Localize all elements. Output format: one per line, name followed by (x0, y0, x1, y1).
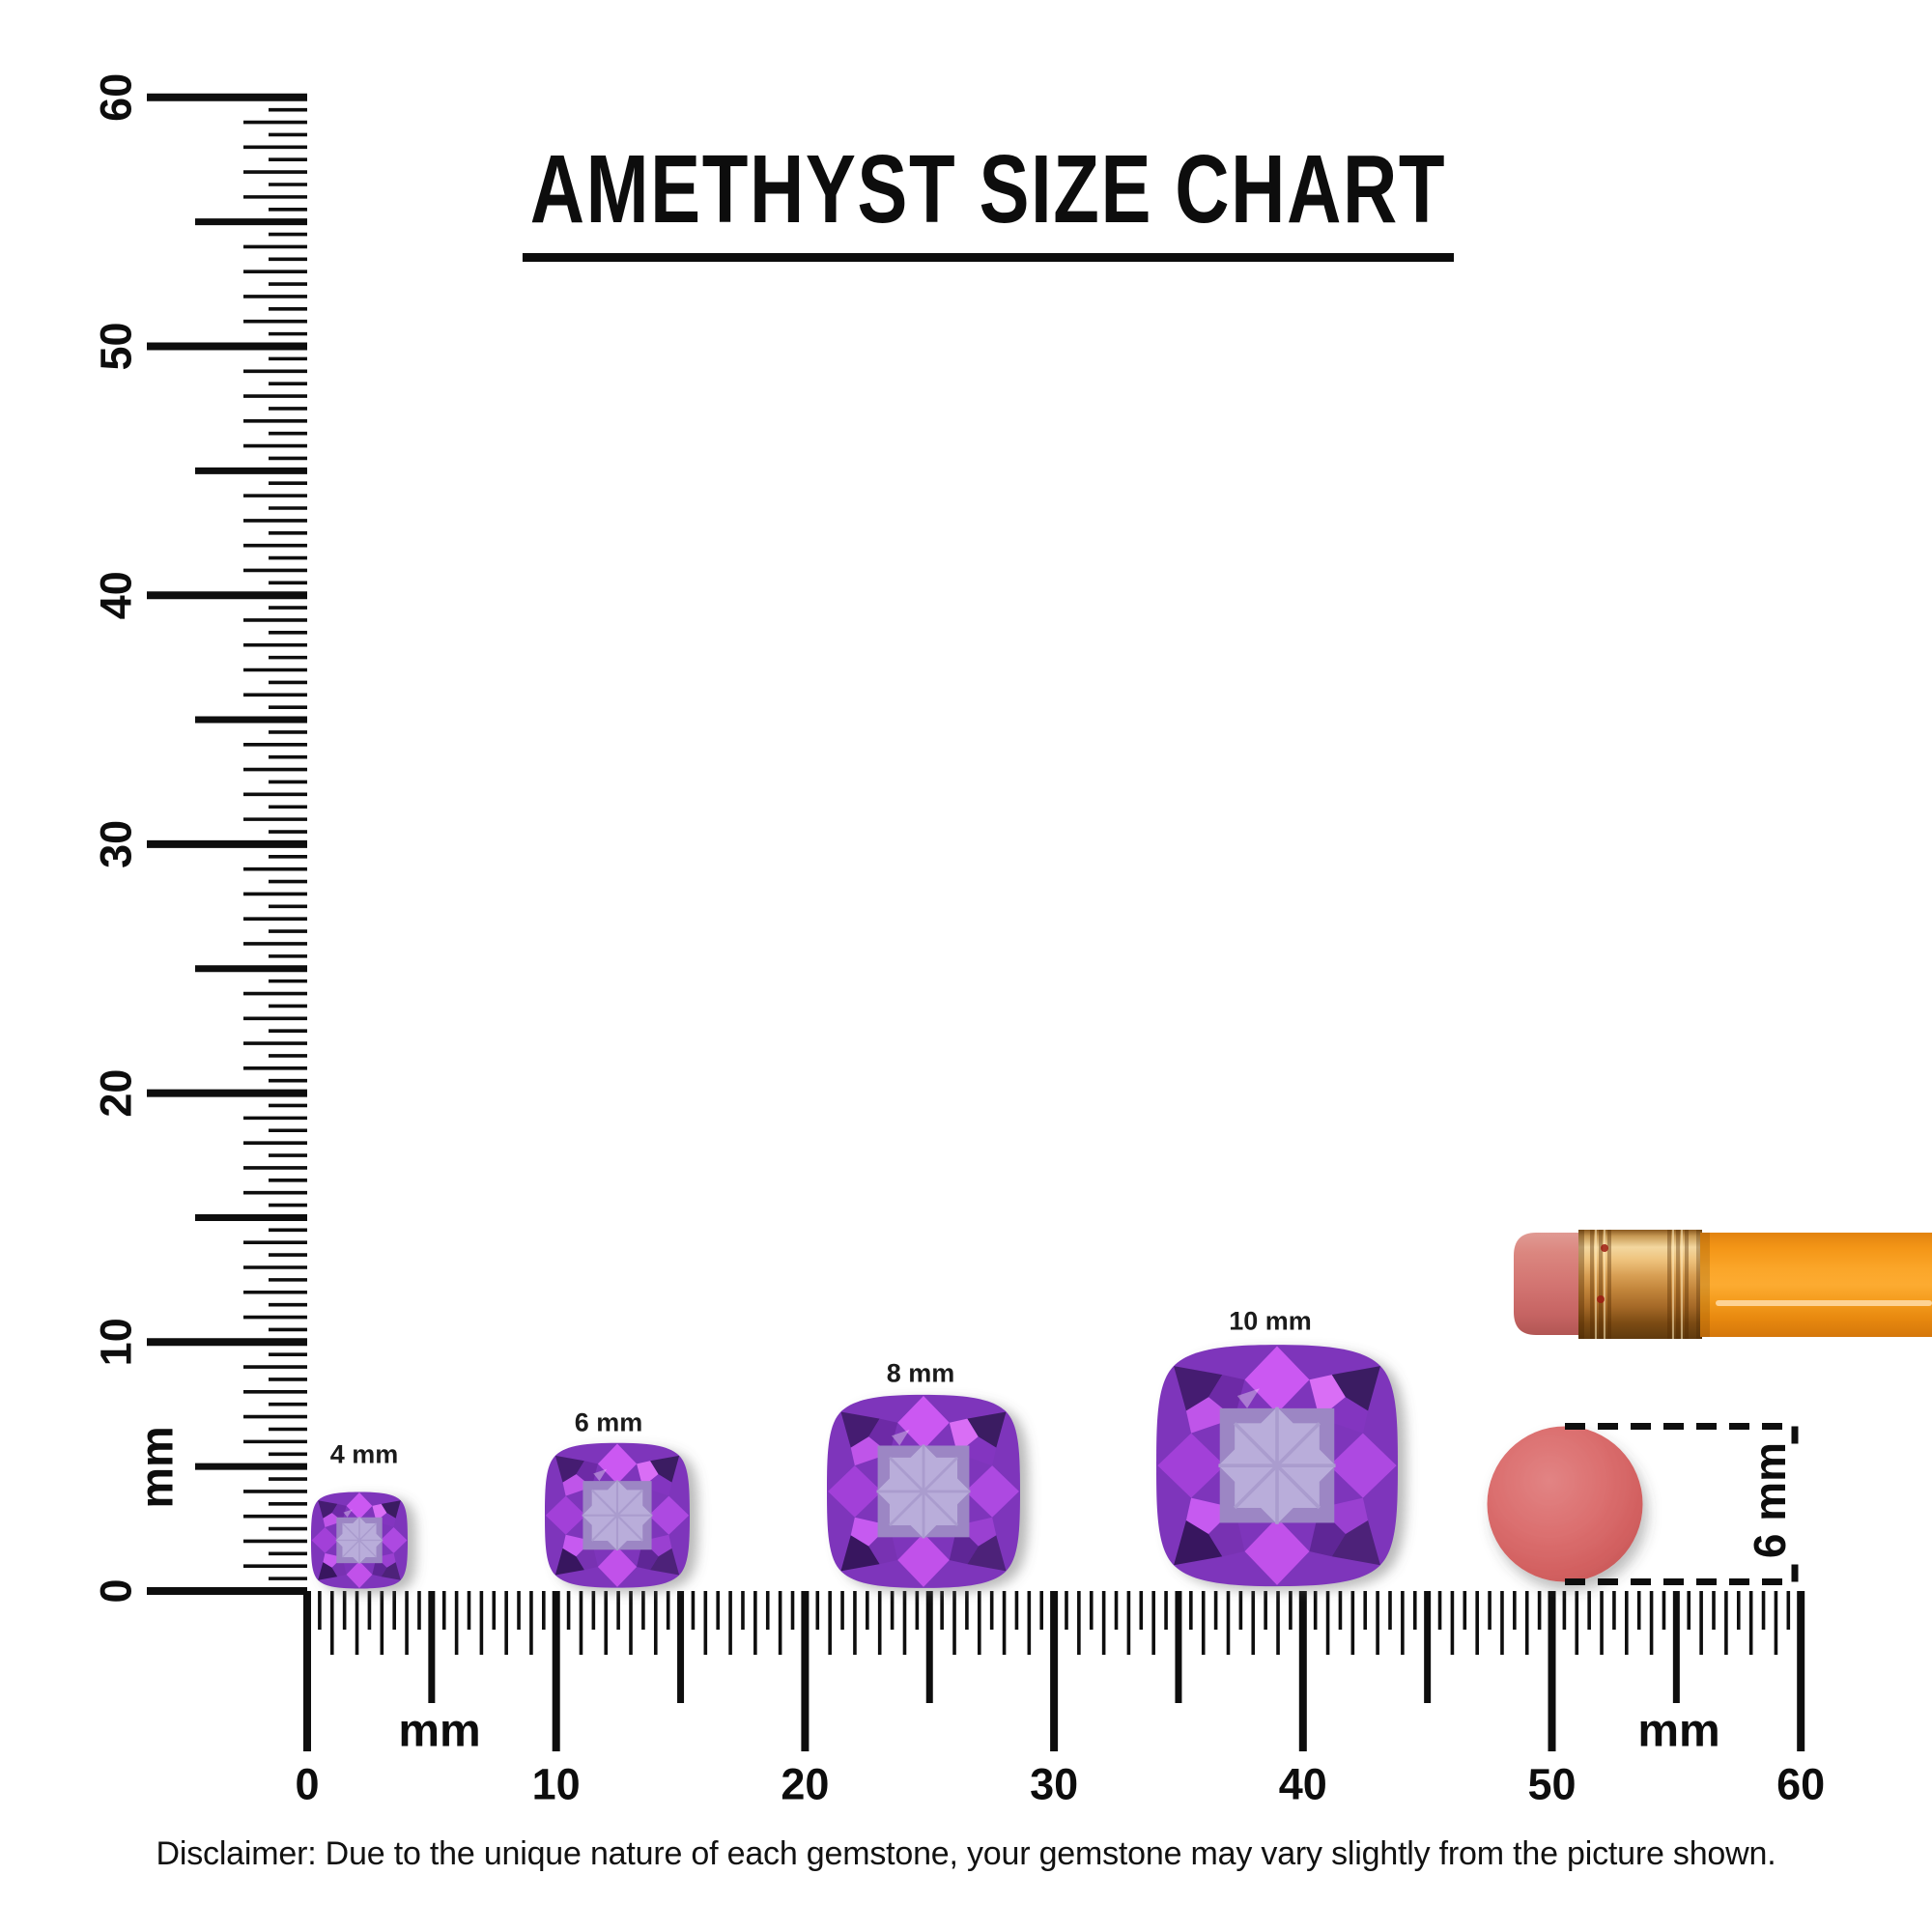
ferrule-crimps (1578, 1230, 1702, 1339)
horizontal-ruler: 0 10 20 30 40 50 60 (295, 1591, 1825, 1809)
gem-size-label: 10 mm (1229, 1306, 1312, 1336)
h-ruler-label: 30 (1030, 1760, 1078, 1809)
page-title: AMETHYST SIZE CHART (523, 141, 1454, 262)
vertical-ruler-unit-label: mm (131, 1426, 184, 1509)
h-ruler-label: 60 (1776, 1760, 1825, 1809)
title-wrap: AMETHYST SIZE CHART (44, 141, 1932, 262)
gem-4mm (310, 1491, 409, 1590)
horizontal-ruler-unit-label-right: mm (1637, 1705, 1720, 1757)
gem-row (310, 1343, 1400, 1590)
v-ruler-label: 40 (92, 571, 141, 619)
pencil-eraser (1514, 1233, 1582, 1335)
h-ruler-label: 10 (532, 1760, 581, 1809)
v-ruler-label: 50 (92, 322, 141, 370)
v-ruler-label: 20 (92, 1069, 141, 1118)
gem-size-label: 8 mm (886, 1358, 955, 1388)
vertical-ruler: 0 10 20 30 40 50 60 (92, 73, 307, 1604)
v-ruler-label: 0 (92, 1578, 141, 1603)
h-ruler-label: 20 (781, 1760, 829, 1809)
disclaimer-text: Disclaimer: Due to the unique nature of … (156, 1835, 1776, 1872)
gem-size-label: 4 mm (329, 1439, 399, 1469)
eraser-dot-group (1487, 1423, 1799, 1585)
v-ruler-label: 10 (92, 1318, 141, 1366)
eraser-dot-size-label: 6 mm (1745, 1441, 1795, 1559)
h-ruler-label: 50 (1527, 1760, 1576, 1809)
gem-6mm (543, 1441, 692, 1589)
pencil-body (1700, 1233, 1932, 1337)
horizontal-ruler-unit-label-left: mm (398, 1705, 481, 1757)
pencil (1514, 1230, 1932, 1339)
gem-10mm (1154, 1343, 1400, 1588)
v-ruler-label: 30 (92, 820, 141, 868)
h-ruler-label: 0 (295, 1760, 319, 1809)
gem-size-label: 6 mm (574, 1407, 643, 1437)
pencil-highlight (1716, 1300, 1932, 1306)
gem-8mm (825, 1393, 1022, 1590)
pencil-ferrule (1578, 1230, 1702, 1339)
eraser-dot-top-view (1487, 1426, 1643, 1582)
v-ruler-label: 60 (92, 73, 141, 122)
h-ruler-label: 40 (1279, 1760, 1327, 1809)
